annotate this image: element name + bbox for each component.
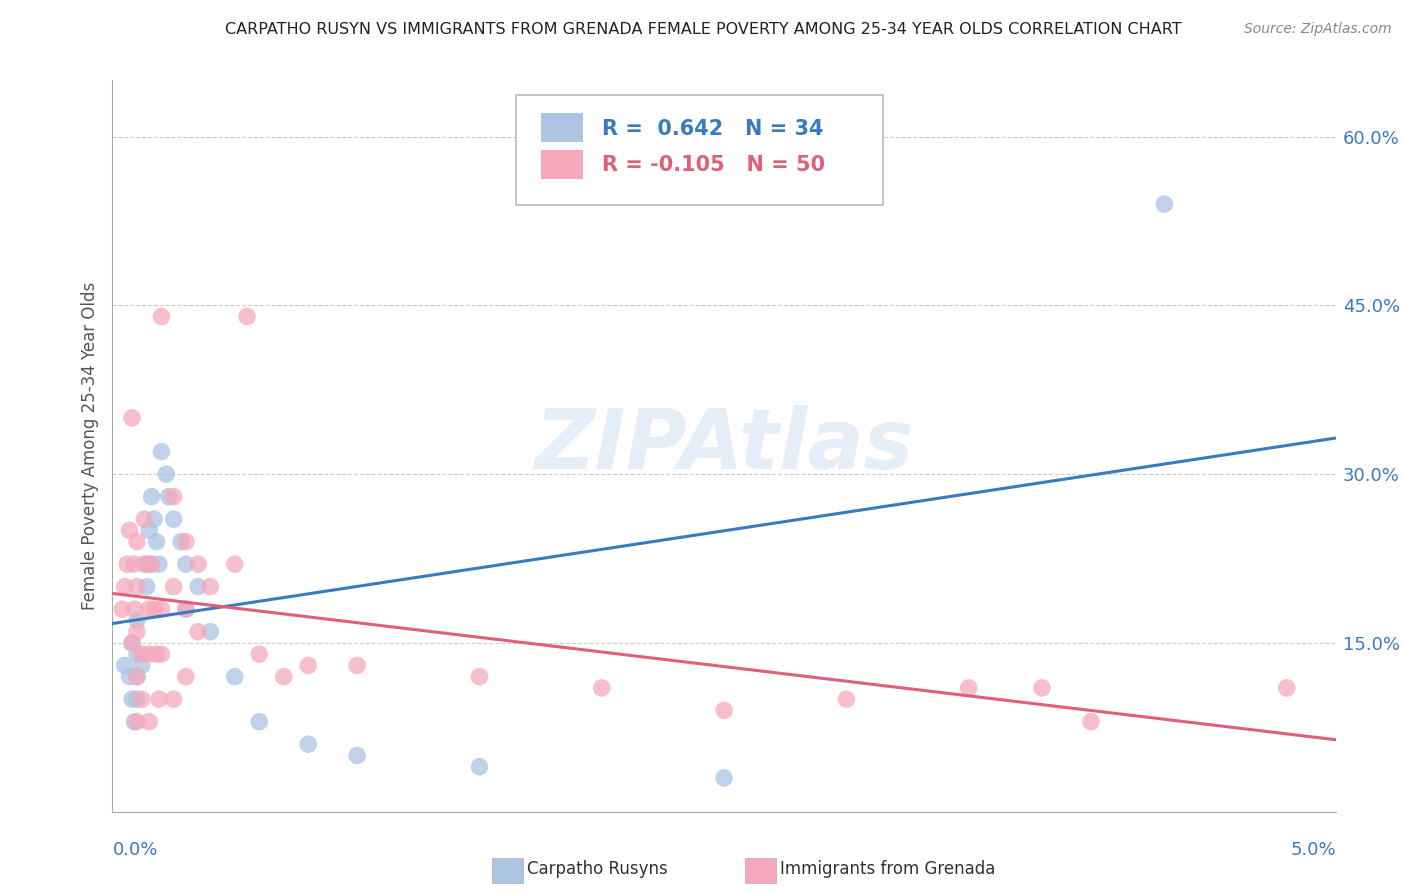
Point [957,681,980,695]
Point [187,557,209,571]
FancyBboxPatch shape [516,95,883,204]
Point [134,512,156,526]
Point [115,557,138,571]
Point [125,534,148,549]
FancyBboxPatch shape [541,150,583,179]
Text: R =  0.642   N = 34: R = 0.642 N = 34 [602,119,824,138]
FancyBboxPatch shape [541,113,583,143]
Point [125,624,148,639]
Point [174,602,197,616]
Point [121,692,143,706]
Point [125,614,148,628]
Point [135,557,157,571]
Point [131,658,153,673]
Point [157,490,180,504]
Point [1080,714,1102,729]
Point [247,714,270,729]
Point [346,748,368,763]
Point [111,602,134,616]
Point [124,714,146,729]
Point [125,692,148,706]
Point [118,670,141,684]
Point [200,624,222,639]
Point [145,534,167,549]
Point [125,670,148,684]
Point [1031,681,1053,695]
Point [124,602,146,616]
Point [1275,681,1298,695]
Point [155,467,177,482]
Point [143,512,166,526]
Point [150,602,173,616]
Point [125,647,148,661]
Point [273,670,295,684]
Point [346,658,368,673]
Point [121,636,143,650]
Point [118,524,141,538]
Point [150,444,173,458]
Point [145,647,167,661]
Point [297,658,319,673]
Point [138,647,160,661]
Point [236,310,259,324]
Point [138,714,160,729]
Point [114,658,136,673]
Point [163,490,186,504]
Point [200,580,222,594]
Point [1153,197,1175,211]
Point [150,310,173,324]
Point [124,557,146,571]
Point [134,557,156,571]
Point [163,580,186,594]
Point [121,636,143,650]
Point [224,557,246,571]
Point [138,602,160,616]
Point [125,580,148,594]
Text: 5.0%: 5.0% [1291,841,1336,859]
Point [143,602,166,616]
Text: ZIPAtlas: ZIPAtlas [534,406,914,486]
Point [148,692,170,706]
Point [131,647,153,661]
Point [170,534,193,549]
Point [174,602,197,616]
Point [591,681,613,695]
Point [125,670,148,684]
Point [135,580,157,594]
Point [174,670,197,684]
Text: Immigrants from Grenada: Immigrants from Grenada [780,860,995,878]
Text: 0.0%: 0.0% [112,841,157,859]
Point [163,512,186,526]
Text: CARPATHO RUSYN VS IMMIGRANTS FROM GRENADA FEMALE POVERTY AMONG 25-34 YEAR OLDS C: CARPATHO RUSYN VS IMMIGRANTS FROM GRENAD… [225,22,1181,37]
Point [468,670,491,684]
Text: R = -0.105   N = 50: R = -0.105 N = 50 [602,155,825,175]
Point [713,771,735,785]
Point [131,692,153,706]
Point [468,760,491,774]
Point [141,557,163,571]
Point [713,703,735,717]
Point [150,647,173,661]
Point [187,580,209,594]
Point [224,670,246,684]
Point [247,647,270,661]
Point [187,624,209,639]
Point [174,534,197,549]
Point [141,490,163,504]
Y-axis label: Female Poverty Among 25-34 Year Olds: Female Poverty Among 25-34 Year Olds [80,282,98,610]
Point [114,580,136,594]
Point [148,557,170,571]
Text: Carpatho Rusyns: Carpatho Rusyns [527,860,668,878]
Point [297,737,319,751]
Point [138,557,160,571]
Point [125,714,148,729]
Text: Source: ZipAtlas.com: Source: ZipAtlas.com [1244,22,1392,37]
Point [121,410,143,425]
Point [138,524,160,538]
Point [163,692,186,706]
Point [174,557,197,571]
Point [835,692,858,706]
